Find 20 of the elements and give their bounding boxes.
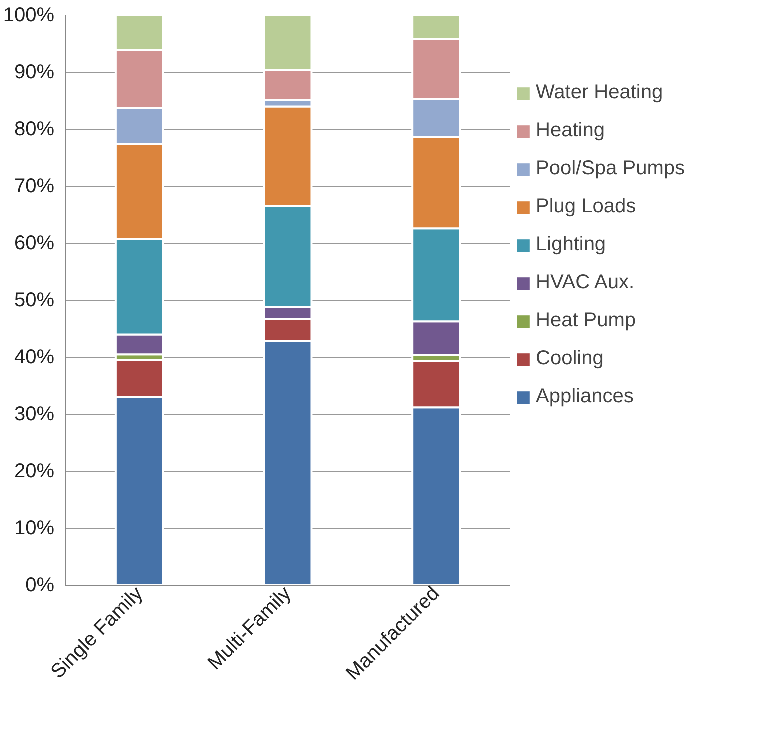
y-tick-label: 60% <box>14 232 55 254</box>
legend-label: Heating <box>536 120 605 142</box>
legend-label: Plug Loads <box>536 196 636 218</box>
legend-label: Heat Pump <box>536 310 636 332</box>
y-tick-label: 70% <box>14 176 55 198</box>
y-tick-label: 40% <box>14 346 55 368</box>
y-tick-label: 100% <box>3 4 55 26</box>
y-tick-label: 30% <box>14 404 55 426</box>
y-tick-label: 50% <box>14 290 55 312</box>
y-tick-label: 20% <box>14 460 55 482</box>
legend-label: Water Heating <box>536 82 664 104</box>
y-tick-label: 10% <box>14 518 55 540</box>
legend-label: Pool/Spa Pumps <box>536 158 685 180</box>
y-tick-label: 0% <box>26 574 55 596</box>
y-tick-label: 80% <box>14 118 55 140</box>
legend-label: HVAC Aux. <box>536 272 635 294</box>
y-tick-label: 90% <box>14 62 55 84</box>
legend-label: Lighting <box>536 234 606 256</box>
legend-label: Appliances <box>536 386 634 408</box>
legend-label: Cooling <box>536 348 604 370</box>
